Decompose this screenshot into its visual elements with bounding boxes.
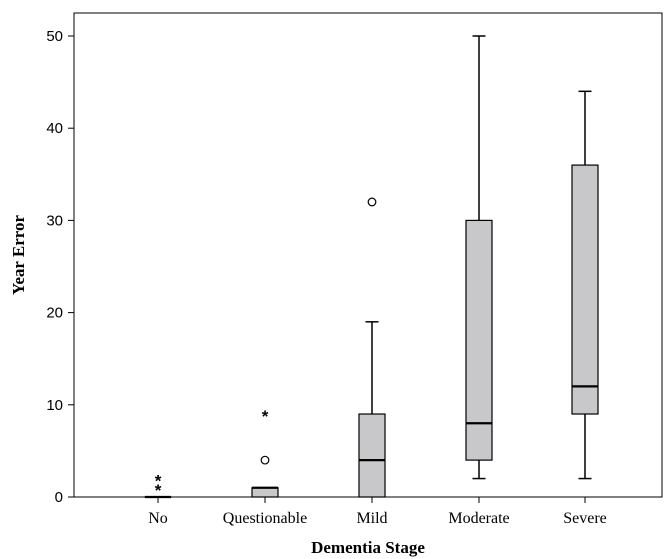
x-tick-label-no: No — [148, 510, 168, 527]
y-tick-label: 50 — [46, 28, 63, 45]
x-tick-label-severe: Severe — [563, 510, 607, 527]
box-mild — [358, 197, 386, 498]
x-axis: No Questionable Mild Moderate Severe — [148, 497, 607, 527]
box-body — [571, 164, 599, 415]
y-tick-label: 0 — [55, 489, 63, 506]
box-severe — [571, 90, 599, 480]
x-axis-title: Dementia Stage — [311, 538, 425, 557]
x-tick-label-questionable: Questionable — [223, 510, 307, 527]
box-body — [465, 219, 493, 461]
x-tick-label-mild: Mild — [356, 510, 387, 527]
outlier-point — [367, 197, 377, 207]
box-body — [358, 413, 386, 498]
y-axis: 0 10 20 30 40 50 — [46, 28, 74, 506]
extreme-point: * — [155, 481, 162, 500]
box-questionable: * — [251, 407, 279, 498]
y-tick-label: 20 — [46, 305, 63, 322]
extreme-point: * — [262, 407, 269, 426]
box-moderate — [465, 35, 493, 480]
box-no: ** — [144, 472, 172, 500]
extreme-point: * — [155, 472, 162, 491]
outlier-point — [260, 455, 270, 465]
y-axis-title: Year Error — [9, 215, 28, 296]
y-tick-label: 40 — [46, 120, 63, 137]
boxes-layer: *** — [144, 35, 599, 500]
box-body — [251, 487, 279, 498]
y-tick-label: 30 — [46, 212, 63, 229]
y-tick-label: 10 — [46, 397, 63, 414]
x-tick-label-moderate: Moderate — [448, 510, 509, 527]
